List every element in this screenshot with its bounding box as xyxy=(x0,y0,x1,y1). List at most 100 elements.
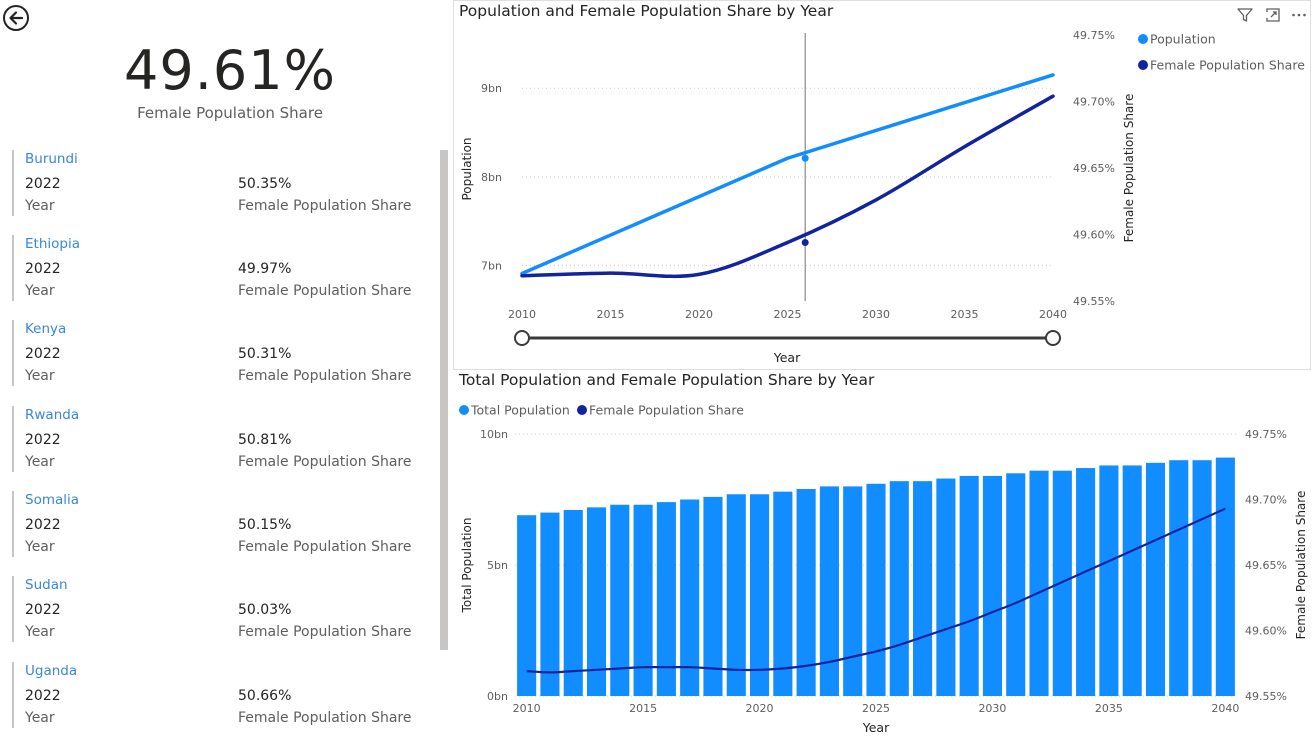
country-name: Kenya xyxy=(25,321,67,337)
bar xyxy=(1006,473,1026,696)
x-tick-label: 2030 xyxy=(978,702,1006,715)
share-label: Female Population Share xyxy=(238,454,412,470)
bar xyxy=(796,489,816,696)
card-list-scrollbar[interactable] xyxy=(440,150,448,650)
country-card[interactable]: Sudan 2022 Year 50.03% Female Population… xyxy=(12,576,439,642)
more-options-icon[interactable] xyxy=(1290,6,1308,24)
x-tick-label: 2015 xyxy=(597,308,625,321)
y-axis-title: Population xyxy=(460,137,474,200)
legend-marker xyxy=(577,405,587,415)
x-tick-label: 2030 xyxy=(862,308,890,321)
country-card[interactable]: Somalia 2022 Year 50.15% Female Populati… xyxy=(12,491,439,557)
country-name: Rwanda xyxy=(25,407,80,423)
country-name: Somalia xyxy=(25,492,80,508)
bar xyxy=(819,486,839,696)
legend-label: Female Population Share xyxy=(1150,58,1305,73)
legend-label: Population xyxy=(1150,32,1216,47)
year-label: Year xyxy=(25,283,55,299)
x-tick-label: 2015 xyxy=(629,702,657,715)
y-tick-label: 5bn xyxy=(487,559,508,572)
share-label: Female Population Share xyxy=(238,710,412,726)
share-label: Female Population Share xyxy=(238,539,412,555)
bar xyxy=(913,481,933,696)
combo-chart-plot[interactable]: 0bn 5bn 10bn 49.55% 49.60% 49.65% 49.70% 49.75%… xyxy=(453,376,1311,738)
y2-tick-label: 49.60% xyxy=(1245,625,1287,638)
bar xyxy=(563,509,583,696)
country-name: Ethiopia xyxy=(25,236,80,252)
year-label: Year xyxy=(25,539,55,555)
female-share-point xyxy=(801,238,809,246)
bar xyxy=(1122,465,1142,696)
bar xyxy=(1076,468,1096,696)
share-value: 50.03% xyxy=(238,602,292,618)
bar xyxy=(656,502,676,696)
y2-tick-label: 49.75% xyxy=(1073,29,1115,42)
country-name: Uganda xyxy=(25,663,78,679)
country-card[interactable]: Ethiopia 2022 Year 49.97% Female Populat… xyxy=(12,235,439,301)
x-tick-label: 2040 xyxy=(1211,702,1239,715)
bar xyxy=(586,507,607,696)
y2-tick-label: 49.55% xyxy=(1245,690,1287,703)
focus-mode-icon[interactable] xyxy=(1264,6,1282,24)
legend-marker xyxy=(1138,60,1148,70)
year-label: Year xyxy=(25,454,55,470)
y2-tick-label: 49.65% xyxy=(1245,559,1287,572)
y2-axis-title: Female Population Share xyxy=(1294,491,1308,640)
bar xyxy=(936,478,956,696)
series-line xyxy=(520,73,1055,276)
country-card[interactable]: Kenya 2022 Year 50.31% Female Population… xyxy=(12,320,439,386)
slider-handle-end xyxy=(1045,330,1061,346)
bar xyxy=(1215,457,1235,696)
share-label: Female Population Share xyxy=(238,198,412,214)
back-arrow-icon xyxy=(9,11,24,25)
series-line xyxy=(520,94,1055,279)
bar xyxy=(540,512,560,696)
bar xyxy=(633,504,653,696)
x-tick-label: 2010 xyxy=(513,702,541,715)
share-value: 50.35% xyxy=(238,176,292,192)
x-tick-label: 2010 xyxy=(508,308,536,321)
y2-tick-label: 49.75% xyxy=(1245,428,1287,441)
chart-title: Population and Female Population Share b… xyxy=(459,2,834,20)
filter-icon[interactable] xyxy=(1236,6,1254,24)
country-name: Sudan xyxy=(25,577,68,593)
bar xyxy=(703,496,723,696)
line-chart-plot: 7bn 8bn 9bn 49.55% 49.60% 49.65% 49.70% 49.75% 2… xyxy=(460,29,1305,365)
x-tick-label: 2020 xyxy=(685,308,713,321)
slider-handle-start xyxy=(514,330,530,346)
bar xyxy=(680,499,700,696)
kpi-value: 49.61% xyxy=(124,39,336,102)
line-chart-visual[interactable]: Population and Female Population Share b… xyxy=(453,0,1311,370)
bar xyxy=(889,481,909,696)
legend-label: Total Population xyxy=(470,403,570,418)
x-tick-label: 2040 xyxy=(1039,308,1067,321)
country-card[interactable]: Uganda 2022 Year 50.66% Female Populatio… xyxy=(12,662,439,728)
kpi-label: Female Population Share xyxy=(137,104,323,122)
series-line xyxy=(526,507,1226,674)
y-tick-label: 0bn xyxy=(487,690,508,703)
year-label: Year xyxy=(25,624,55,640)
year-value: 2022 xyxy=(25,176,61,192)
share-label: Female Population Share xyxy=(238,624,412,640)
share-value: 49.97% xyxy=(238,261,292,277)
bar xyxy=(1052,470,1072,696)
country-card[interactable]: Rwanda 2022 Year 50.81% Female Populatio… xyxy=(12,406,439,472)
y-tick-label: 8bn xyxy=(481,171,502,184)
country-card[interactable]: Burundi 2022 Year 50.35% Female Populati… xyxy=(12,150,439,216)
y-tick-label: 9bn xyxy=(481,82,502,95)
back-button[interactable] xyxy=(3,5,29,31)
y-tick-label: 7bn xyxy=(481,260,502,273)
share-value: 50.81% xyxy=(238,432,292,448)
x-tick-label: 2025 xyxy=(774,308,802,321)
bar xyxy=(982,475,1003,696)
year-value: 2022 xyxy=(25,602,61,618)
year-value: 2022 xyxy=(25,346,61,362)
bar xyxy=(749,494,770,696)
year-label: Year xyxy=(25,198,55,214)
share-label: Female Population Share xyxy=(238,283,412,299)
y-tick-label: 10bn xyxy=(480,428,508,441)
bar xyxy=(959,475,979,696)
bar xyxy=(517,515,537,696)
y-axis-title: Total Population xyxy=(460,518,474,614)
y2-tick-label: 49.55% xyxy=(1073,295,1115,308)
